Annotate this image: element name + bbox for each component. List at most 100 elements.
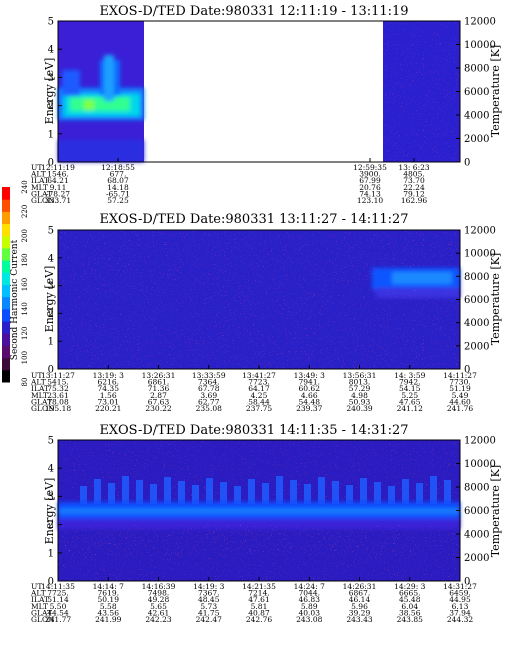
colorbar-swatch [2,211,10,225]
ann-value: 5.50 [50,602,67,611]
ann-value: 40.87 [248,608,270,617]
ann-value: 71.36 [148,384,170,393]
panel-3-y2-label: Temperature [K] [489,465,502,557]
colorbar-swatch [2,369,10,383]
y-tick-label: 0 [48,365,54,376]
burst-mark [332,481,339,504]
ann-row-label: ILAT [31,176,49,185]
panel-1-y2-label: Temperature [K] [489,45,502,137]
ann-value: 20.76 [359,183,381,192]
y2-tick-label: 8000 [464,64,489,75]
ann-value: 239.37 [296,404,322,413]
colorbar-swatch [2,260,10,273]
ann-value: 14:24: 7 [294,582,326,591]
ann-row-label: GLAT [31,189,52,198]
burst-mark [206,478,213,504]
ann-value: 60.62 [299,384,321,393]
colorbar-swatch [2,333,10,346]
ann-value: 5.49 [452,391,469,400]
ann-value: 5415. [47,378,68,387]
y2-tick-label: 10000 [464,249,496,260]
ann-value: 2.87 [150,391,167,400]
y2-tick-label: 8000 [464,272,489,283]
y2-tick-label: 4000 [464,318,489,329]
ann-value: 14:11:27 [443,371,477,380]
burst-mark [360,478,367,504]
panel-2-annotation: UTALTILATMLTGLATGLON13:11:275415.75.3223… [30,365,477,413]
ann-value: 14:29: 3 [394,582,426,591]
colorbar: 80 100 120 140 160 180 200 220 240 Second Harmon… [2,180,29,386]
ann-value: 13:19: 3 [93,371,125,380]
ann-value: 64.21 [47,176,68,185]
y2-tick-label: 6000 [464,506,489,517]
y2-tick-label: 4000 [464,530,489,541]
ann-value: 67.63 [148,397,170,406]
y2-tick-label: 4000 [464,111,489,122]
y2-tick-label: 6000 [464,87,489,98]
ann-value: -78.27 [46,189,70,198]
ann-value: 6861. [148,378,169,387]
burst-mark [374,482,381,504]
ann-value: 5.81 [251,602,268,611]
ann-value: 57.29 [349,384,371,393]
ann-row-label: GLON [31,196,55,205]
ann-value: 50.93 [349,397,371,406]
ann-value: 62.77 [198,397,220,406]
ann-value: 3900. [359,170,380,179]
colorbar-swatch [2,345,10,359]
ann-value: 48.45 [198,595,220,604]
ann-value: 12:11:19 [41,163,75,172]
ann-row-label: GLON [31,615,55,624]
ann-value: 7619. [98,589,119,598]
y-tick-label: 1 [48,548,54,559]
ann-value: 195.18 [45,404,71,413]
colorbar-tick-label: 240 [21,180,29,193]
ann-row-label: UT [31,371,42,380]
panel-2-title: EXOS-D/TED Date:980331 13:11:27 - 14:11:… [99,212,408,227]
colorbar-swatch [2,321,10,334]
panel-1-right-ticks: 0 2000 4000 6000 8000 10000 12000 [456,17,496,169]
colorbar-tick-label: 180 [21,253,29,266]
y2-tick-label: 0 [464,577,470,588]
ann-value: 14:26:31 [343,582,377,591]
ann-value: 5.65 [150,602,167,611]
panel-1-segment-a-detail [58,55,144,162]
burst-mark [318,477,325,504]
colorbar-swatch [2,272,10,285]
ann-value: 51.14 [47,595,69,604]
panel-1-title: EXOS-D/TED Date:980331 12:11:19 - 13:11:… [99,4,408,19]
ann-value: 230.22 [145,404,171,413]
burst-mark [108,483,115,504]
ann-value: 14:16:39 [142,582,176,591]
burst-mark [290,480,297,504]
ann-value: 5.89 [301,602,318,611]
ann-value: 13: 6:23 [398,163,430,172]
colorbar-tick-label: 120 [21,327,29,340]
burst-mark [430,476,437,504]
ann-value: 46.83 [299,595,321,604]
ann-value: 4805. [403,170,424,179]
panel-2: EXOS-D/TED Date:980331 13:11:27 - 14:11:… [30,212,502,413]
burst-mark [80,486,87,504]
ann-value: 333.71 [45,196,71,205]
ann-value: 1546. [47,170,68,179]
ann-value: 241.77 [45,615,71,624]
colorbar-tick-label: 100 [21,351,29,364]
ann-value: 49.28 [148,595,170,604]
ann-value: 14:21:35 [242,582,276,591]
colorbar-tick-label: 160 [21,278,29,291]
y-tick-label: 2 [48,101,54,112]
ann-value: 54.48 [299,397,321,406]
ann-value: 7942. [399,378,420,387]
ann-value: 13:33:59 [192,371,226,380]
colorbar-swatches [2,187,10,383]
colorbar-swatch [2,199,10,212]
panel-1-left-ticks: 0 1 2 3 4 5 [48,17,62,169]
ann-value: 42.61 [148,608,169,617]
ann-value: 4.25 [251,391,268,400]
ann-value: 39.29 [349,608,371,617]
panel-3-band-noise [58,525,460,555]
ann-value: 7214. [248,589,269,598]
